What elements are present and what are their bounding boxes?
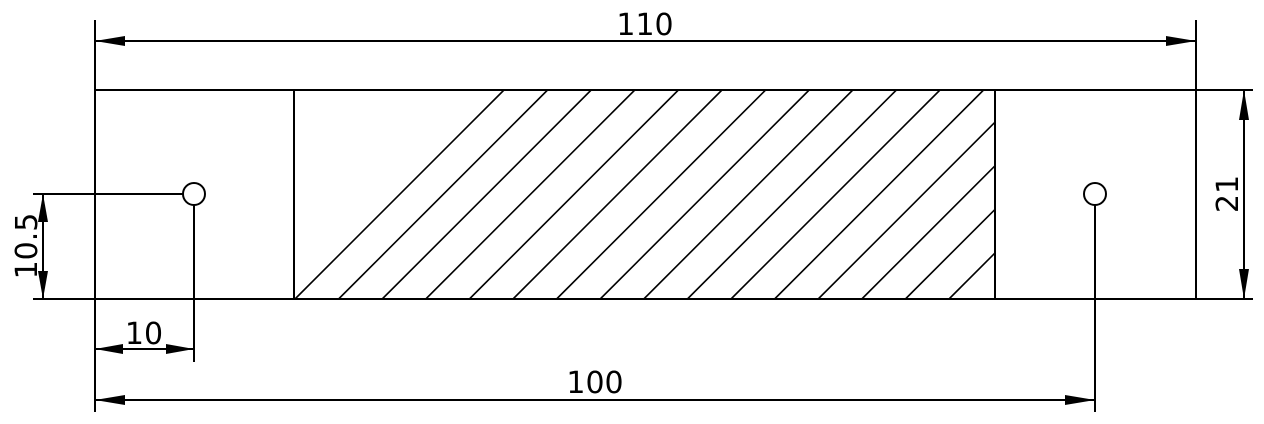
hatch-line	[948, 252, 996, 300]
arrowhead-bottom	[1239, 269, 1249, 299]
hatch-line	[556, 89, 767, 300]
hatch-line	[817, 121, 996, 300]
hatch-line	[338, 89, 549, 300]
hatch-line	[861, 165, 996, 300]
hatch-line	[904, 208, 996, 300]
arrowhead-right	[1166, 36, 1196, 46]
left-hole	[182, 182, 206, 206]
hatch-line	[381, 89, 592, 300]
dimension-text-10-5: 10.5	[10, 213, 45, 280]
arrowhead-left	[95, 36, 125, 46]
dimension-hole-spacing: 100	[94, 205, 1096, 412]
hatch-line	[425, 89, 636, 300]
arrowhead-left	[95, 395, 125, 405]
dimension-overall-length: 110	[94, 8, 1197, 90]
part-outline	[94, 89, 1197, 300]
dimension-text-10: 10	[125, 317, 163, 352]
hatch-line	[774, 89, 985, 300]
arrowhead-left	[95, 344, 123, 354]
hatch-line	[643, 89, 854, 300]
hatch-line	[730, 89, 941, 300]
arrowhead-right	[166, 344, 194, 354]
dimension-hole-offset-y: 10.5	[10, 193, 183, 300]
dimension-height: 21	[1196, 89, 1253, 300]
hatched-region	[293, 89, 996, 300]
hatch-line	[686, 89, 897, 300]
hatch-line	[294, 89, 505, 300]
hatch-line	[512, 89, 723, 300]
dimension-text-100: 100	[566, 366, 623, 401]
arrowhead-right	[1065, 395, 1095, 405]
dimension-text-110: 110	[616, 8, 673, 43]
dimension-hole-offset-x: 10	[94, 205, 195, 362]
arrowhead-top	[38, 194, 48, 222]
hatch-line	[599, 89, 810, 300]
right-hole	[1083, 182, 1107, 206]
hatch-line	[468, 89, 679, 300]
hatch-lines	[294, 89, 996, 300]
arrowhead-bottom	[38, 271, 48, 299]
arrowhead-top	[1239, 90, 1249, 120]
dimension-text-21: 21	[1211, 175, 1246, 213]
